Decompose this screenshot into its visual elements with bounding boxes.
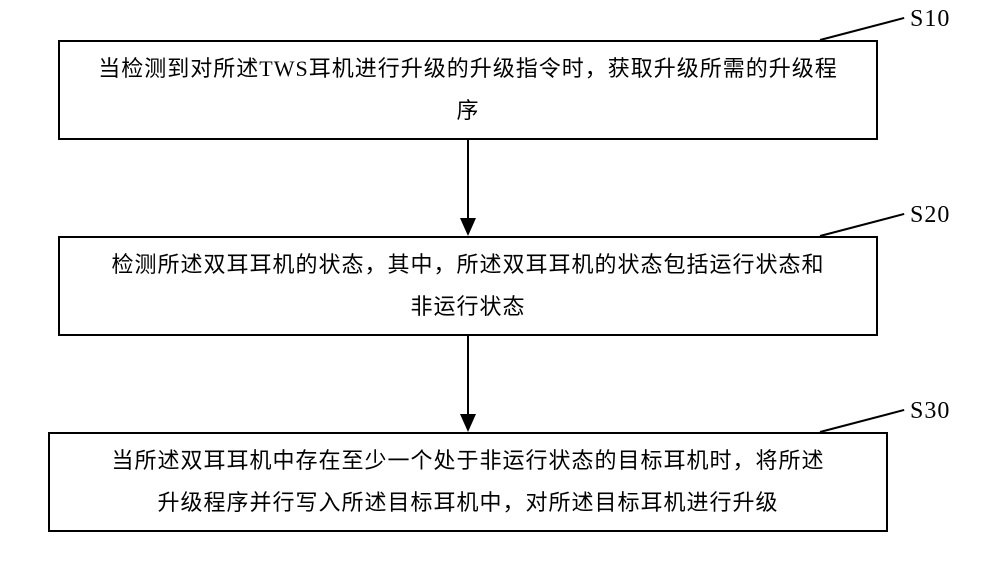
leader-line-s10 — [820, 17, 905, 41]
flow-step-s10: 当检测到对所述TWS耳机进行升级的升级指令时，获取升级所需的升级程序 — [58, 40, 878, 140]
flow-step-s30-text: 当所述双耳耳机中存在至少一个处于非运行状态的目标耳机时，将所述升级程序并行写入所… — [111, 440, 824, 524]
flow-step-s10-text: 当检测到对所述TWS耳机进行升级的升级指令时，获取升级所需的升级程序 — [98, 48, 837, 132]
leader-line-s20 — [820, 213, 905, 237]
step-label-s10: S10 — [910, 6, 950, 33]
step-label-s20: S20 — [910, 202, 950, 229]
leader-line-s30 — [820, 409, 905, 433]
flow-step-s30: 当所述双耳耳机中存在至少一个处于非运行状态的目标耳机时，将所述升级程序并行写入所… — [48, 432, 888, 532]
flow-step-s20-text: 检测所述双耳耳机的状态，其中，所述双耳耳机的状态包括运行状态和非运行状态 — [111, 244, 824, 328]
step-label-s30: S30 — [910, 398, 950, 425]
flow-step-s20: 检测所述双耳耳机的状态，其中，所述双耳耳机的状态包括运行状态和非运行状态 — [58, 236, 878, 336]
flowchart-canvas: 当检测到对所述TWS耳机进行升级的升级指令时，获取升级所需的升级程序 检测所述双… — [0, 0, 1000, 587]
